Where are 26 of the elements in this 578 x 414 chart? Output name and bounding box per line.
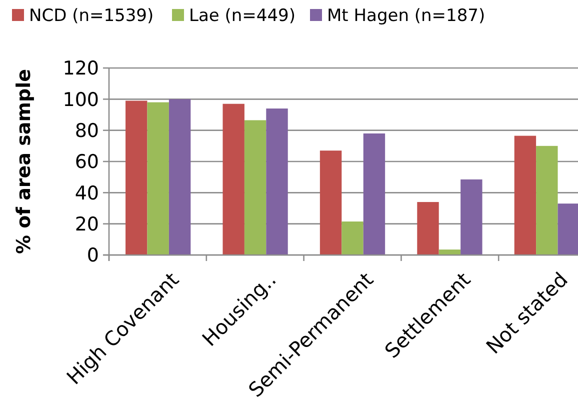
legend-label: Lae (n=449)	[189, 6, 296, 26]
bar	[168, 99, 191, 255]
bar	[320, 150, 342, 255]
bar	[460, 179, 482, 255]
bar	[342, 221, 364, 255]
y-axis-title: % of area sample	[13, 68, 35, 254]
legend-label: NCD (n=1539)	[29, 6, 154, 26]
bar	[222, 104, 244, 255]
bar	[266, 108, 288, 255]
y-tick-label: 120	[62, 58, 99, 80]
y-tick-label: 0	[86, 244, 99, 267]
bar	[438, 250, 461, 255]
bar	[417, 202, 439, 255]
legend-label: Mt Hagen (n=187)	[327, 6, 486, 26]
bar	[536, 146, 558, 255]
y-tick-label: 20	[74, 213, 99, 236]
bar	[514, 136, 536, 255]
bar	[558, 204, 578, 255]
bar	[126, 100, 148, 255]
bar	[244, 120, 266, 255]
y-tick-label: 40	[74, 182, 99, 204]
bar	[363, 133, 386, 255]
y-tick-label: 60	[74, 151, 99, 174]
bar	[147, 102, 169, 255]
y-tick-label: 100	[62, 88, 99, 111]
y-tick-label: 80	[74, 120, 99, 142]
